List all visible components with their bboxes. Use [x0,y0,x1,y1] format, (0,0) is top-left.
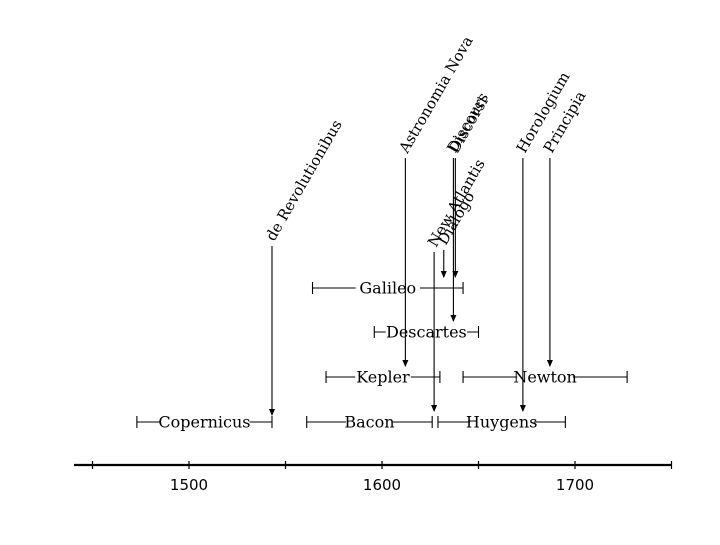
lifespan-name: Descartes [386,323,467,342]
lifespan-label-bg [355,278,420,298]
lifespan-name: Newton [513,368,577,387]
lifespan-label-bg [355,367,411,387]
lifespan-name: Kepler [356,368,410,387]
lifespan-name: Galileo [359,279,416,298]
lifespan-label-bg [385,322,468,342]
work-new-atlantis: New Atlantis [424,156,489,412]
axis-tick-label: 1600 [363,476,401,494]
lifespan-kepler: Kepler [325,367,441,387]
lifespan-copernicus: Copernicus [136,412,273,432]
lifespan-label-bg [469,412,534,432]
work-principia: Principia [540,88,590,367]
work-title: de Revolutionibus [262,117,346,244]
lifespan-label-bg [517,367,573,387]
lifespan-label-bg [159,412,250,432]
lifespan-name: Bacon [344,413,394,432]
axis-tick-label: 1700 [556,476,594,494]
lifespan-bars: Copernicus Bacon Huygens Kepler Newton Descar… [136,278,628,432]
lifespan-descartes: Descartes [373,322,480,342]
lifespan-name: Copernicus [158,413,250,432]
lifespan-bacon: Bacon [306,412,433,432]
axis-tick-label: 1500 [170,476,208,494]
lifespan-newton: Newton [462,367,628,387]
time-axis: 1500 1600 1700 [74,461,673,494]
lifespan-label-bg [345,412,393,432]
lifespan-galileo: Galileo [311,278,464,298]
lifespan-huygens: Huygens [437,412,566,432]
lifespan-name: Huygens [466,413,538,432]
work-de-revolutionibus: de Revolutionibus [262,117,346,416]
work-dialogo: Dialogo [434,189,478,278]
